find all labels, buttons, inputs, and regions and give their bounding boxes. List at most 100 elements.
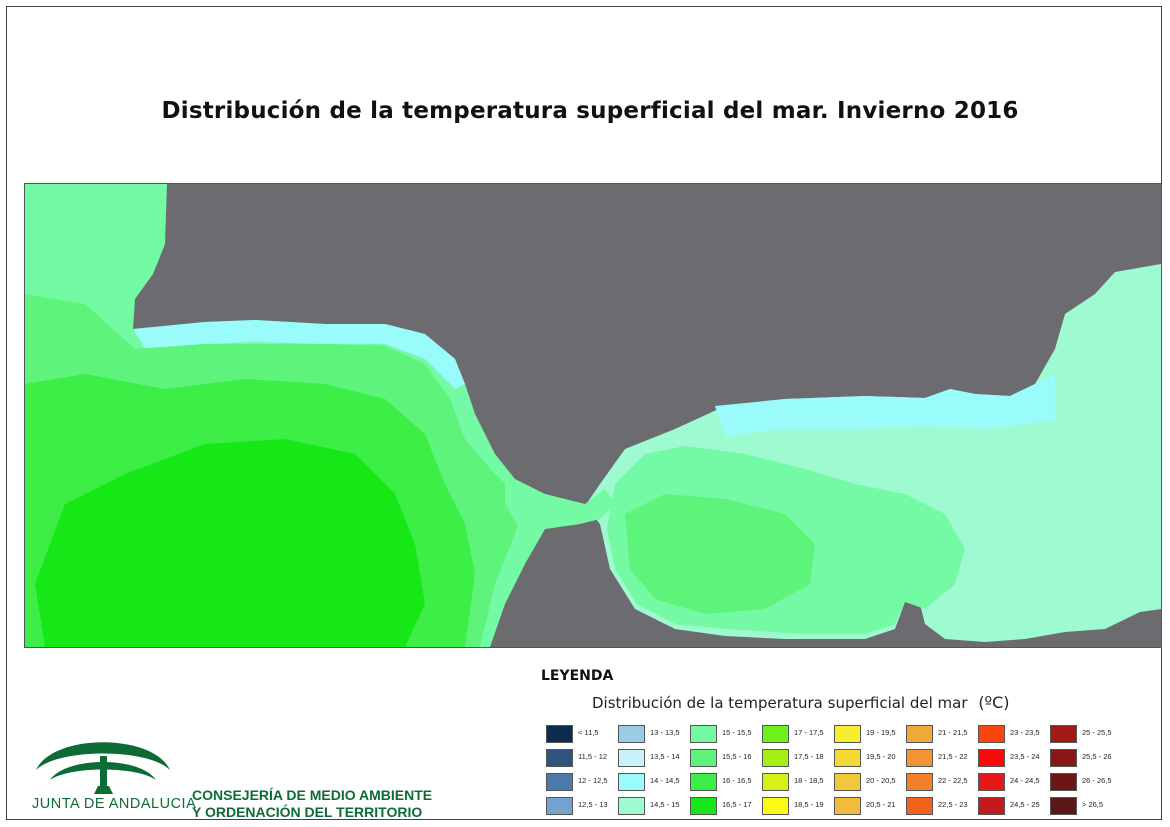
legend-swatch	[906, 725, 933, 743]
legend-item: 24,5 - 25	[978, 797, 1050, 815]
sea-temperature-map	[24, 183, 1162, 648]
legend-swatch	[978, 749, 1005, 767]
legend-subtitle: Distribución de la temperatura superfici…	[592, 693, 1010, 712]
legend-swatch	[978, 797, 1005, 815]
legend-swatch	[1050, 725, 1077, 743]
legend-swatch	[834, 749, 861, 767]
legend-label: 17,5 - 18	[794, 752, 824, 761]
junta-logo-icon	[36, 742, 170, 794]
sea-region-alboran-north-coast	[715, 374, 1055, 436]
legend-label: 23,5 - 24	[1010, 752, 1040, 761]
page-title: Distribución de la temperatura superfici…	[161, 98, 1019, 124]
sea-region-alboran-west	[625, 494, 815, 614]
legend-swatch	[690, 797, 717, 815]
legend-label: < 11,5	[578, 728, 599, 737]
legend-label: 13 - 13,5	[650, 728, 680, 737]
consejeria-line-2: Y ORDENACIÓN DEL TERRITORIO	[192, 804, 423, 820]
legend-label: 19 - 19,5	[866, 728, 896, 737]
consejeria-label: CONSEJERÍA DE MEDIO AMBIENTE Y ORDENACIÓ…	[192, 787, 432, 821]
legend-item: 13 - 13,5	[618, 725, 690, 743]
legend-label: 25 - 25,5	[1082, 728, 1112, 737]
legend-swatch	[906, 797, 933, 815]
legend-swatch	[906, 773, 933, 791]
legend-item: 21,5 - 22	[906, 749, 978, 767]
legend-swatch	[762, 797, 789, 815]
legend-label: 19,5 - 20	[866, 752, 896, 761]
legend-item: 15,5 - 16	[690, 749, 762, 767]
legend-swatch	[1050, 773, 1077, 791]
legend-item: 18,5 - 19	[762, 797, 834, 815]
legend-item: > 26,5	[1050, 797, 1122, 815]
legend-item: 14,5 - 15	[618, 797, 690, 815]
legend-item: 12 - 12,5	[546, 773, 618, 791]
legend-label: 22 - 22,5	[938, 776, 968, 785]
legend-item: 21 - 21,5	[906, 725, 978, 743]
legend-item: 20 - 20,5	[834, 773, 906, 791]
legend-item: 19,5 - 20	[834, 749, 906, 767]
legend-label: 24,5 - 25	[1010, 800, 1040, 809]
legend-item: 24 - 24,5	[978, 773, 1050, 791]
legend-label: 12,5 - 13	[578, 800, 608, 809]
legend-label: 13,5 - 14	[650, 752, 680, 761]
legend-swatch	[618, 725, 645, 743]
legend-label: 12 - 12,5	[578, 776, 608, 785]
legend-item: 18 - 18,5	[762, 773, 834, 791]
legend-item: 16 - 16,5	[690, 773, 762, 791]
legend-swatch	[762, 725, 789, 743]
legend-swatch	[618, 749, 645, 767]
legend-label: 15 - 15,5	[722, 728, 752, 737]
legend-item: < 11,5	[546, 725, 618, 743]
legend-unit: (ºC)	[978, 693, 1010, 712]
legend-label: 18,5 - 19	[794, 800, 824, 809]
junta-de-andalucia-label: JUNTA DE ANDALUCIA	[32, 796, 197, 812]
legend-item: 25 - 25,5	[1050, 725, 1122, 743]
legend-label: 14,5 - 15	[650, 800, 680, 809]
legend-swatch	[546, 725, 573, 743]
legend-swatch	[834, 797, 861, 815]
legend-swatch	[1050, 797, 1077, 815]
legend-subtitle-text: Distribución de la temperatura superfici…	[592, 694, 968, 712]
legend-swatch	[546, 773, 573, 791]
legend-heading: LEYENDA	[541, 668, 614, 684]
legend-item: 25,5 - 26	[1050, 749, 1122, 767]
legend-label: 11,5 - 12	[578, 752, 608, 761]
legend-label: 26 - 26,5	[1082, 776, 1112, 785]
legend-label: 17 - 17,5	[794, 728, 824, 737]
legend-swatch	[690, 725, 717, 743]
sea-region-atlantic-shore	[133, 320, 465, 389]
legend-item: 19 - 19,5	[834, 725, 906, 743]
legend-swatch	[618, 773, 645, 791]
legend-swatch	[834, 725, 861, 743]
legend-item: 23,5 - 24	[978, 749, 1050, 767]
legend-label: 14 - 14,5	[650, 776, 680, 785]
legend-item: 17,5 - 18	[762, 749, 834, 767]
legend-item: 20,5 - 21	[834, 797, 906, 815]
legend-label: > 26,5	[1082, 800, 1104, 809]
legend-label: 20,5 - 21	[866, 800, 896, 809]
legend-swatch	[762, 749, 789, 767]
legend-label: 21 - 21,5	[938, 728, 968, 737]
legend-item: 22 - 22,5	[906, 773, 978, 791]
legend-swatch	[834, 773, 861, 791]
legend-item: 16,5 - 17	[690, 797, 762, 815]
legend-label: 22,5 - 23	[938, 800, 968, 809]
legend-swatch	[546, 797, 573, 815]
legend-item: 17 - 17,5	[762, 725, 834, 743]
legend-swatch	[690, 773, 717, 791]
legend-swatch	[762, 773, 789, 791]
legend-swatch	[978, 725, 1005, 743]
legend-swatch	[1050, 749, 1077, 767]
legend-item: 12,5 - 13	[546, 797, 618, 815]
legend-label: 21,5 - 22	[938, 752, 968, 761]
legend-grid: < 11,5 11,5 - 12 12 - 12,5 12,5 - 13 13 - 13…	[546, 725, 1146, 821]
legend-item: 22,5 - 23	[906, 797, 978, 815]
legend-item: 15 - 15,5	[690, 725, 762, 743]
legend-label: 15,5 - 16	[722, 752, 752, 761]
sea-region-strait	[505, 479, 615, 529]
legend-label: 16 - 16,5	[722, 776, 752, 785]
consejeria-line-1: CONSEJERÍA DE MEDIO AMBIENTE	[192, 787, 433, 803]
legend-swatch	[978, 773, 1005, 791]
legend-item: 13,5 - 14	[618, 749, 690, 767]
sea-region-atlantic-hottest	[35, 439, 425, 647]
legend-label: 16,5 - 17	[722, 800, 752, 809]
